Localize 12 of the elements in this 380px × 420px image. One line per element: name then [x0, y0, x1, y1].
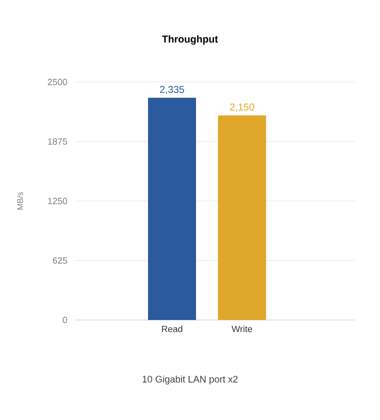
- y-tick-label: 625: [52, 257, 68, 264]
- y-tick-label: 1875: [48, 138, 68, 145]
- y-tick-label: 0: [62, 316, 68, 324]
- x-tick-label: Read: [162, 326, 182, 332]
- y-tick-label: 2500: [48, 78, 68, 86]
- chart-title: Throughput: [162, 35, 218, 45]
- x-tick-label: Write: [232, 326, 252, 332]
- x-axis-title: 10 Gigabit LAN port x2: [142, 376, 238, 384]
- data-label: 2,150: [230, 104, 254, 112]
- y-tick-label: 1250: [48, 198, 68, 204]
- y-axis-title: MB/s: [17, 192, 23, 210]
- data-label: 2,335: [160, 86, 184, 94]
